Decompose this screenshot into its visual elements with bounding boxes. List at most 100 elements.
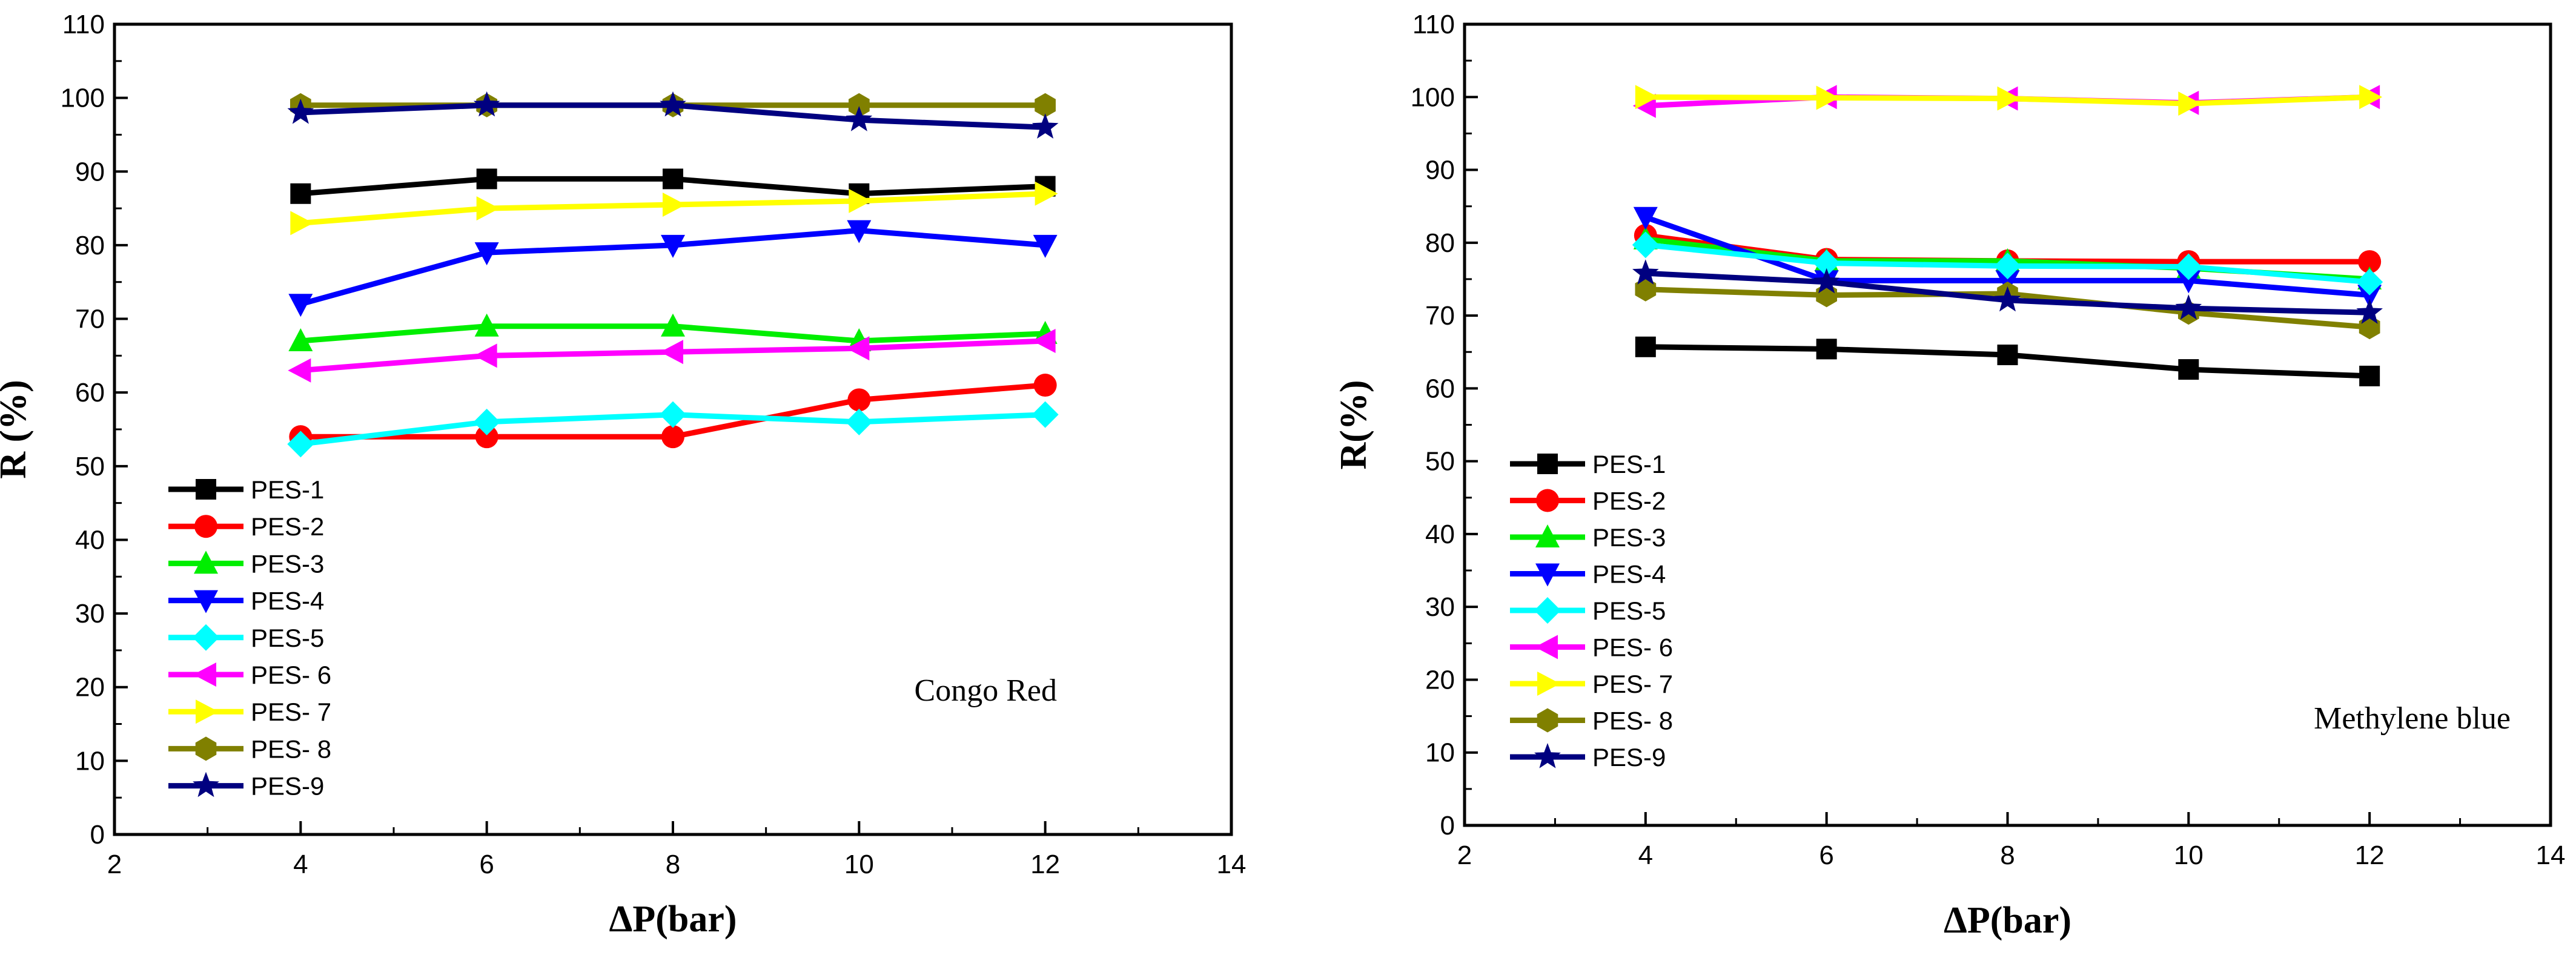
data-point	[1032, 329, 1056, 354]
legend-label: PES-3	[251, 549, 324, 578]
legend-label: PES- 7	[1592, 670, 1673, 698]
legend-label: PES-1	[251, 475, 324, 504]
data-point	[847, 388, 871, 412]
y-axis-title: R (%)	[0, 380, 34, 479]
y-tick-label: 40	[75, 525, 105, 555]
data-point	[1033, 374, 1057, 397]
data-point	[1997, 345, 2018, 366]
data-point	[661, 313, 685, 337]
legend-item: PES-3	[1510, 523, 1666, 552]
x-tick-label: 12	[1030, 850, 1060, 879]
y-tick-label: 80	[1425, 228, 1455, 258]
legend-label: PES- 6	[1592, 633, 1673, 662]
legend-label: PES-3	[1592, 523, 1666, 552]
data-point	[846, 408, 873, 435]
legend-marker	[1537, 708, 1558, 733]
y-tick-label: 70	[75, 305, 105, 334]
legend-item: PES-1	[1510, 450, 1666, 478]
data-point	[846, 336, 870, 361]
legend-marker	[1537, 454, 1558, 474]
legend-label: PES-4	[251, 587, 324, 615]
y-tick-label: 60	[1425, 374, 1455, 403]
legend-label: PES-1	[1592, 450, 1666, 478]
series-pes-6	[288, 329, 1056, 383]
legend-label: PES- 6	[251, 661, 331, 689]
data-point	[849, 93, 870, 117]
legend-marker	[1537, 672, 1560, 696]
legend-item: PES-3	[168, 549, 324, 578]
data-point	[1997, 86, 2021, 111]
legend-marker	[193, 662, 216, 687]
y-tick-label: 20	[1425, 665, 1455, 695]
legend-item: PES- 6	[168, 661, 331, 689]
y-tick-label: 10	[75, 746, 105, 776]
data-point	[1632, 231, 1659, 259]
y-tick-label: 50	[1425, 447, 1455, 477]
legend-marker	[1534, 597, 1561, 624]
data-point	[2359, 365, 2380, 386]
data-point	[1035, 181, 1058, 206]
y-tick-label: 0	[90, 820, 105, 850]
data-point	[1632, 259, 1659, 285]
data-point	[2178, 359, 2199, 380]
data-point	[2175, 253, 2202, 280]
x-tick-label: 8	[2000, 841, 2015, 870]
legend-item: PES- 8	[168, 735, 331, 763]
legend-marker	[194, 515, 217, 538]
legend-item: PES-4	[1510, 560, 1666, 589]
y-tick-label: 0	[1440, 811, 1455, 841]
legend-marker	[1535, 563, 1560, 587]
series-pes-2	[289, 374, 1057, 449]
legend-item: PES-9	[168, 771, 324, 801]
data-point	[474, 242, 499, 266]
legend-item: PES-5	[168, 624, 324, 652]
data-point	[474, 313, 499, 337]
legend-marker	[194, 550, 218, 574]
data-point	[1031, 113, 1059, 139]
data-point	[1813, 249, 1840, 277]
series-pes-1	[1635, 336, 2380, 386]
data-point	[476, 196, 500, 221]
y-tick-label: 90	[1425, 156, 1455, 185]
data-point	[2356, 299, 2383, 324]
legend-marker	[195, 736, 217, 761]
legend-item: PES- 7	[168, 698, 331, 726]
legend-label: PES- 8	[1592, 707, 1673, 735]
data-point	[287, 431, 314, 458]
data-point	[1635, 336, 1656, 357]
data-point	[1035, 93, 1056, 117]
chart-methylene-blue: 0 10 20 30 40 50 60 70 80 90 100 110 2 4 6 8 10 12 14 ΔP(ba…	[1333, 10, 2565, 941]
series-pes-7	[1635, 85, 2383, 116]
legend-label: PES- 8	[251, 735, 331, 763]
legend-item: PES-4	[168, 587, 324, 615]
legend-marker	[1534, 743, 1561, 768]
legend-item: PES-5	[1510, 596, 1666, 625]
data-point	[660, 401, 686, 428]
chart-congo-red: 0 10 20 30 40 50 60 70 80 90 100 110 2 4 6 8 10 12 14 ΔP(ba…	[0, 10, 1246, 940]
legend-item: PES- 6	[1510, 633, 1673, 662]
y-tick-label: 90	[75, 157, 105, 187]
legend-marker	[194, 590, 218, 613]
data-point	[660, 91, 686, 117]
data-point	[476, 168, 497, 190]
x-tick-label: 12	[2355, 841, 2385, 870]
legend-item: PES- 8	[1510, 707, 1673, 735]
x-tick-label: 4	[293, 850, 308, 879]
legend-label: PES-9	[251, 772, 324, 801]
legend-item: PES-2	[1510, 487, 1666, 515]
data-point	[1635, 85, 1658, 110]
data-point	[287, 99, 314, 124]
data-point	[288, 358, 311, 383]
data-point	[473, 91, 500, 117]
legend-label: PES-5	[251, 624, 324, 652]
x-tick-label: 10	[2174, 841, 2204, 870]
data-point	[1816, 85, 1839, 110]
x-tick-label: 6	[479, 850, 494, 879]
legend-label: PES-9	[1592, 743, 1666, 771]
data-point	[290, 183, 311, 204]
data-point	[846, 106, 873, 131]
dye-annotation: Methylene blue	[2314, 701, 2511, 736]
data-point	[1813, 268, 1840, 294]
legend-marker	[193, 771, 219, 798]
data-point	[849, 188, 872, 213]
